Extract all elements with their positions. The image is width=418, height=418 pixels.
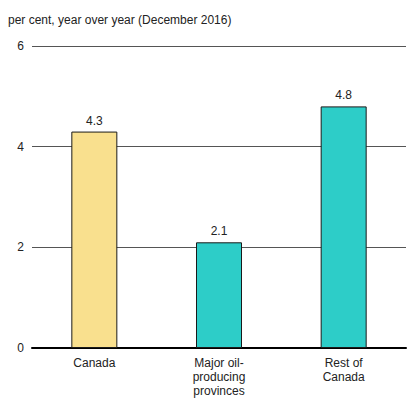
svg-text:2.1: 2.1 — [211, 224, 228, 238]
svg-text:4.8: 4.8 — [335, 88, 352, 102]
svg-text:4.3: 4.3 — [86, 114, 103, 128]
svg-text:4: 4 — [17, 140, 24, 154]
svg-text:producing: producing — [193, 370, 246, 384]
svg-text:Canada: Canada — [73, 356, 115, 370]
svg-text:Canada: Canada — [323, 370, 365, 384]
svg-text:Major oil-: Major oil- — [194, 356, 243, 370]
svg-text:2: 2 — [17, 240, 24, 254]
svg-text:per cent, year over year (Dece: per cent, year over year (December 2016) — [8, 13, 231, 27]
svg-text:6: 6 — [17, 39, 24, 53]
svg-text:Rest of: Rest of — [325, 356, 364, 370]
svg-text:provinces: provinces — [193, 384, 244, 398]
svg-text:0: 0 — [17, 341, 24, 355]
